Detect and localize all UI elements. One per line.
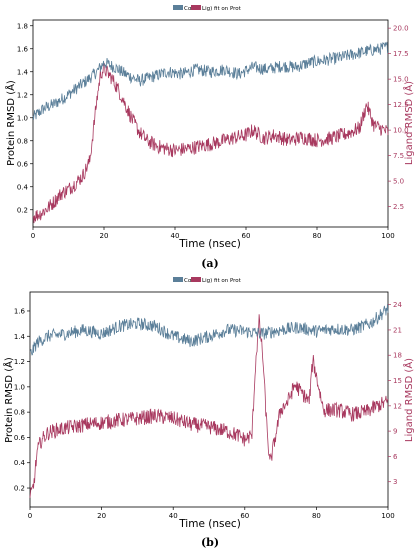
right-tick-label: 24: [393, 301, 402, 309]
panel-a-x-ticks: 0 20 40 60 80 100: [31, 227, 395, 240]
right-tick-label: 15: [393, 377, 402, 385]
panel-a-legend: Cα Lig) fit on Prot: [173, 5, 242, 12]
panel-b-x-axis-label: Time (nsec): [178, 518, 241, 530]
x-tick-label: 100: [381, 512, 394, 520]
x-tick-label: 40: [171, 232, 180, 240]
left-tick-label: 0.4: [14, 459, 26, 467]
right-tick-label: 7.5: [393, 152, 404, 160]
left-tick-label: 0.2: [17, 206, 28, 214]
panel-a-legend-swatch-ligand: [191, 5, 201, 10]
x-tick-label: 80: [313, 232, 322, 240]
panel-b-y-axis-label-left: Protein RMSD (Å): [2, 357, 15, 443]
panel-b-legend-swatch-protein: [173, 277, 183, 282]
panel-a-left-ticks: 0.2 0.4 0.6 0.8 1.0 1.2 1.4 1.6 1.8: [17, 22, 33, 214]
left-tick-label: 1.8: [17, 22, 28, 30]
x-tick-label: 20: [100, 232, 109, 240]
panel-b-legend-swatch-ligand: [191, 277, 201, 282]
panel-a-protein-rmsd-line: [32, 41, 389, 120]
left-tick-label: 1.0: [17, 114, 28, 122]
left-tick-label: 1.6: [14, 307, 26, 315]
panel-b: 0 20 40 60 80 100 0.2 0.4 0.6 0.8 1.0 1.2 1.4 1.6 3 6…: [2, 277, 415, 549]
panel-a-right-ticks: 2.5 5.0 7.5 10.0 12.5 15.0 17.5 20.0: [388, 25, 409, 211]
right-tick-label: 5.0: [393, 178, 404, 186]
left-tick-label: 0.2: [14, 485, 25, 493]
x-tick-label: 0: [28, 512, 32, 520]
right-tick-label: 15.0: [393, 76, 409, 84]
x-tick-label: 60: [242, 232, 251, 240]
panel-a-y-axis-label-left: Protein RMSD (Å): [4, 80, 17, 166]
panel-a-legend-swatch-protein: [173, 5, 183, 10]
left-tick-label: 0.8: [14, 409, 25, 417]
left-tick-label: 1.4: [17, 68, 29, 76]
right-tick-label: 20.0: [393, 25, 409, 33]
panel-b-legend-label-ligand: Lig) fit on Prot: [202, 278, 242, 284]
left-tick-label: 1.2: [17, 91, 28, 99]
x-tick-label: 100: [381, 232, 394, 240]
right-tick-label: 17.5: [393, 50, 409, 58]
panel-a-x-axis-label: Time (nsec): [178, 238, 241, 250]
x-tick-label: 40: [169, 512, 178, 520]
panel-a-ligand-rmsd-line: [32, 63, 389, 224]
panel-a-caption: (a): [201, 257, 219, 270]
panel-b-caption: (b): [201, 536, 219, 549]
right-tick-label: 2.5: [393, 203, 404, 211]
left-tick-label: 1.0: [14, 383, 25, 391]
left-tick-label: 0.6: [17, 160, 29, 168]
right-tick-label: 21: [393, 326, 402, 334]
right-tick-label: 12.5: [393, 101, 409, 109]
panel-b-right-ticks: 3 6 9 12 15 18 21 24: [388, 301, 402, 486]
left-tick-label: 0.4: [17, 183, 29, 191]
x-tick-label: 80: [312, 512, 321, 520]
panel-a-plot-frame: [32, 19, 389, 228]
left-tick-label: 0.6: [14, 434, 26, 442]
right-tick-label: 9: [393, 428, 397, 436]
panel-b-ligand-rmsd-line: [29, 314, 389, 498]
panel-a-legend-label-ligand: Lig) fit on Prot: [202, 6, 242, 12]
right-tick-label: 12: [393, 402, 402, 410]
left-tick-label: 1.6: [17, 45, 29, 53]
x-tick-label: 60: [240, 512, 249, 520]
right-tick-label: 3: [393, 478, 397, 486]
x-tick-label: 0: [31, 232, 35, 240]
panel-b-legend-label-protein: Cα: [184, 278, 192, 284]
left-tick-label: 0.8: [17, 137, 28, 145]
panel-b-plot-frame: [29, 291, 389, 508]
panel-b-left-ticks: 0.2 0.4 0.6 0.8 1.0 1.2 1.4 1.6: [14, 307, 30, 493]
panel-a-y-axis-label-right: Ligand RMSD (Å): [402, 81, 415, 165]
panel-b-legend: Cα Lig) fit on Prot: [173, 277, 242, 284]
panel-a: 0 20 40 60 80 100 0.2 0.4 0.6 0.8 1.0 1.2 1.4 1.6 1.8…: [4, 5, 415, 270]
panel-b-y-axis-label-right: Ligand RMSD (Å): [402, 358, 415, 442]
panel-b-protein-rmsd-line: [29, 304, 389, 356]
right-tick-label: 18: [393, 352, 402, 360]
left-tick-label: 1.2: [14, 358, 25, 366]
panel-b-x-ticks: 0 20 40 60 80 100: [28, 507, 395, 520]
right-tick-label: 6: [393, 453, 398, 461]
x-tick-label: 20: [97, 512, 106, 520]
right-tick-label: 10.0: [393, 127, 409, 135]
left-tick-label: 1.4: [14, 333, 26, 341]
panel-a-legend-label-protein: Cα: [184, 6, 192, 12]
